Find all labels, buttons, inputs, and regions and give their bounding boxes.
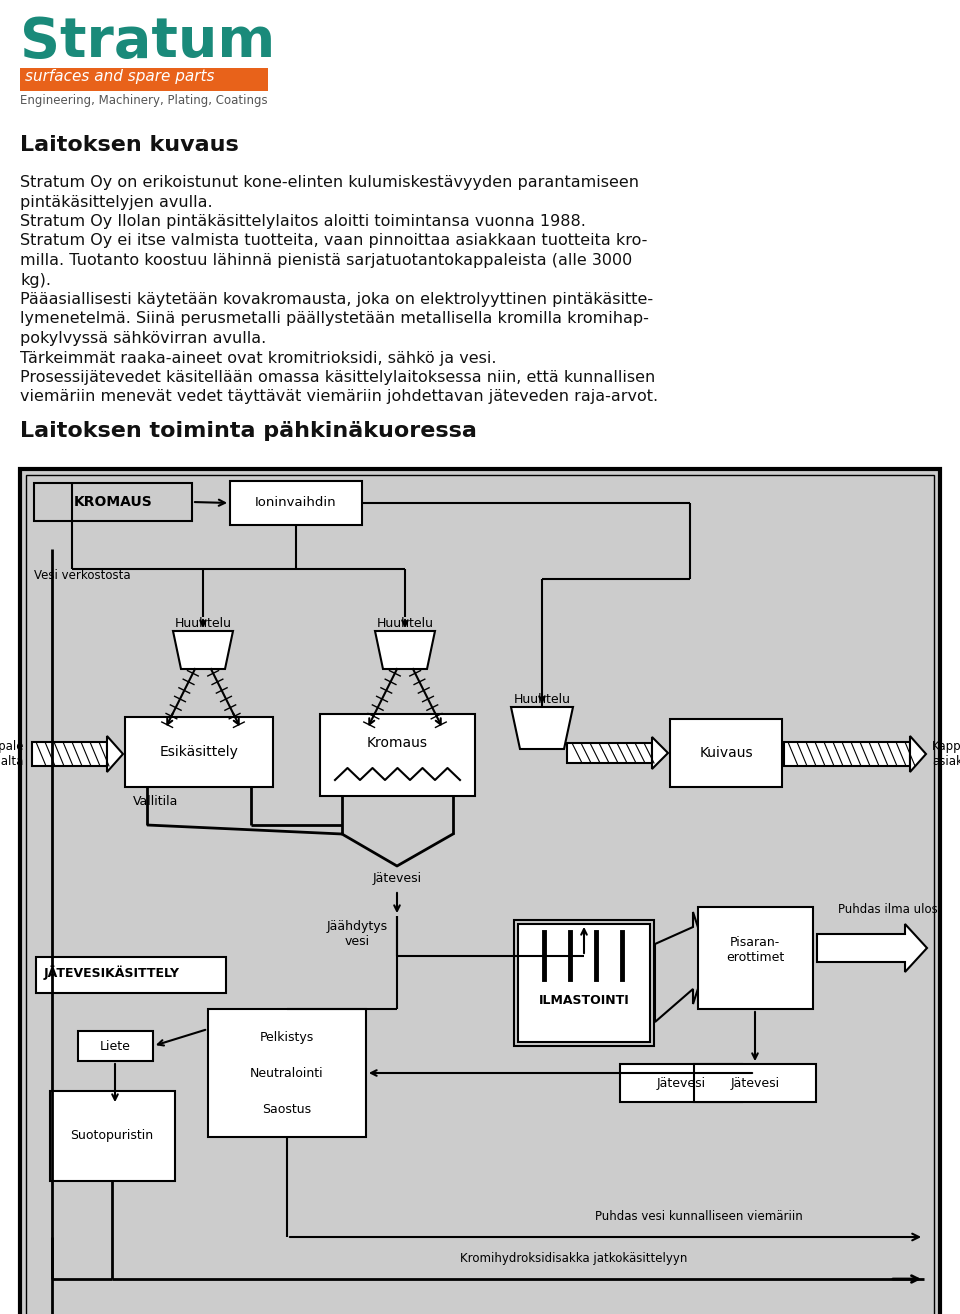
Bar bbox=[36, 957, 226, 993]
Text: Vesi verkostosta: Vesi verkostosta bbox=[34, 569, 131, 582]
Text: Puhdas ilma ulos: Puhdas ilma ulos bbox=[838, 903, 938, 916]
Text: Neutralointi: Neutralointi bbox=[251, 1067, 324, 1080]
Text: pokylvyssä sähkövirran avulla.: pokylvyssä sähkövirran avulla. bbox=[20, 331, 266, 346]
Text: Vallitila: Vallitila bbox=[133, 795, 179, 808]
Text: Stratum: Stratum bbox=[20, 14, 276, 70]
Text: Pisaran-
erottimet: Pisaran- erottimet bbox=[726, 936, 784, 964]
Bar bbox=[320, 714, 475, 796]
Text: Laitoksen toiminta pähkinäkuoressa: Laitoksen toiminta pähkinäkuoressa bbox=[20, 420, 477, 442]
Bar bbox=[620, 1064, 742, 1102]
Text: Laitoksen kuvaus: Laitoksen kuvaus bbox=[20, 135, 239, 155]
Polygon shape bbox=[652, 737, 668, 769]
Text: Stratum Oy ei itse valmista tuotteita, vaan pinnoittaa asiakkaan tuotteita kro-: Stratum Oy ei itse valmista tuotteita, v… bbox=[20, 234, 647, 248]
Text: Kuivaus: Kuivaus bbox=[699, 746, 753, 759]
Text: Kromihydroksidisakka jatkokäsittelyyn: Kromihydroksidisakka jatkokäsittelyyn bbox=[460, 1252, 687, 1265]
Text: milla. Tuotanto koostuu lähinnä pienistä sarjatuotantokappaleista (alle 3000: milla. Tuotanto koostuu lähinnä pienistä… bbox=[20, 254, 633, 268]
Bar bbox=[567, 742, 652, 763]
Text: pintäkäsittelyjen avulla.: pintäkäsittelyjen avulla. bbox=[20, 194, 212, 209]
Text: lymenetelmä. Siinä perusmetalli päällystetään metallisella kromilla kromihap-: lymenetelmä. Siinä perusmetalli päällyst… bbox=[20, 311, 649, 326]
Text: Prosessijätevedet käsitellään omassa käsittelylaitoksessa niin, että kunnallisen: Prosessijätevedet käsitellään omassa käs… bbox=[20, 371, 656, 385]
Bar bbox=[694, 1064, 816, 1102]
Text: Kappale
asiakkaalta: Kappale asiakkaalta bbox=[0, 740, 24, 767]
Text: kg).: kg). bbox=[20, 272, 51, 288]
Bar bbox=[20, 68, 268, 91]
Bar bbox=[208, 1009, 366, 1137]
Text: viemäriin menevät vedet täyttävät viemäriin johdettavan jäteveden raja-arvot.: viemäriin menevät vedet täyttävät viemär… bbox=[20, 389, 659, 405]
Text: Jätevesi: Jätevesi bbox=[731, 1076, 780, 1089]
Bar bbox=[518, 924, 650, 1042]
Polygon shape bbox=[375, 631, 435, 669]
Polygon shape bbox=[511, 707, 573, 749]
Bar bbox=[20, 469, 940, 1314]
Text: surfaces and spare parts: surfaces and spare parts bbox=[25, 70, 214, 84]
Text: Jätevesi: Jätevesi bbox=[657, 1076, 706, 1089]
Bar bbox=[78, 1031, 153, 1060]
Bar bbox=[32, 742, 107, 766]
Text: Huuhtelu: Huuhtelu bbox=[376, 618, 434, 629]
Bar bbox=[670, 719, 782, 787]
Text: Huuhtelu: Huuhtelu bbox=[514, 692, 570, 706]
Text: Pääasiallisesti käytetään kovakromausta, joka on elektrolyyttinen pintäkäsitte-: Pääasiallisesti käytetään kovakromausta,… bbox=[20, 292, 653, 307]
Text: JÄTEVESIKÄSITTELY: JÄTEVESIKÄSITTELY bbox=[44, 964, 180, 979]
Text: Stratum Oy on erikoistunut kone-elinten kulumiskestävyyden parantamiseen: Stratum Oy on erikoistunut kone-elinten … bbox=[20, 175, 639, 191]
Polygon shape bbox=[107, 736, 123, 773]
Text: ILMASTOINTI: ILMASTOINTI bbox=[539, 995, 630, 1008]
Text: KROMAUS: KROMAUS bbox=[74, 495, 153, 509]
Polygon shape bbox=[173, 631, 233, 669]
Text: Jäähdytys
vesi: Jäähdytys vesi bbox=[326, 920, 388, 947]
Bar bbox=[514, 920, 654, 1046]
Bar bbox=[125, 717, 273, 787]
Bar bbox=[698, 907, 813, 1009]
Text: Esikäsittely: Esikäsittely bbox=[159, 745, 238, 759]
Bar bbox=[50, 1091, 175, 1181]
Bar bbox=[784, 742, 910, 766]
Text: Jätevesi: Jätevesi bbox=[372, 872, 421, 886]
Text: Stratum Oy Ilolan pintäkäsittelylaitos aloitti toimintansa vuonna 1988.: Stratum Oy Ilolan pintäkäsittelylaitos a… bbox=[20, 214, 586, 229]
Text: Kappale
asiakkaalle: Kappale asiakkaalle bbox=[932, 740, 960, 767]
Text: Pelkistys: Pelkistys bbox=[260, 1031, 314, 1045]
Polygon shape bbox=[910, 736, 926, 773]
Text: Saostus: Saostus bbox=[262, 1102, 312, 1116]
Text: Suotopuristin: Suotopuristin bbox=[70, 1130, 154, 1142]
Text: Puhdas vesi kunnalliseen viemäriin: Puhdas vesi kunnalliseen viemäriin bbox=[595, 1210, 803, 1223]
Text: Ioninvaihdin: Ioninvaihdin bbox=[255, 497, 337, 510]
Text: Liete: Liete bbox=[100, 1039, 131, 1053]
Polygon shape bbox=[817, 924, 927, 972]
Bar bbox=[26, 474, 934, 1314]
Text: Tärkeimmät raaka-aineet ovat kromitrioksidi, sähkö ja vesi.: Tärkeimmät raaka-aineet ovat kromitrioks… bbox=[20, 351, 496, 365]
Text: Engineering, Machinery, Plating, Coatings: Engineering, Machinery, Plating, Coating… bbox=[20, 95, 268, 106]
Text: Kromaus: Kromaus bbox=[367, 736, 427, 750]
Bar bbox=[34, 484, 192, 520]
Bar bbox=[230, 481, 362, 526]
Text: Huuhtelu: Huuhtelu bbox=[175, 618, 231, 629]
Polygon shape bbox=[655, 912, 708, 1022]
